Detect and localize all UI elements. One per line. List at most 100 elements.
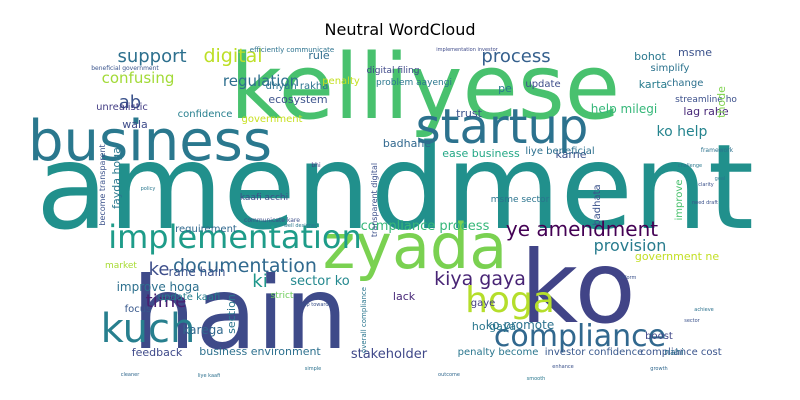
word-liye-kaafi: liye kaafi [198, 373, 221, 379]
word-implementation-investor: implementation investor [436, 47, 498, 53]
word-feedback: feedback [132, 346, 183, 359]
word-msme-sector: msme sector [491, 195, 550, 205]
word-documentation: documentation [173, 255, 317, 277]
word-streamline-ho: streamline ho [675, 95, 737, 105]
word-growth: growth [650, 366, 667, 372]
word-gaye: gaye [471, 298, 496, 309]
word-transparent-digital: transparent digital [370, 163, 379, 237]
word-efficiently-communicate: efficiently communicate [250, 46, 334, 54]
word-badhata: badhata [592, 184, 603, 225]
word-wala: wala [122, 118, 148, 131]
word-overall-compliance: overall compliance [360, 287, 368, 353]
word-karta: karta [639, 78, 668, 91]
word-beneficial-government: beneficial government [91, 65, 159, 72]
word-karega: karega [182, 323, 223, 337]
word-enhance: enhance [552, 364, 573, 370]
word-hoga: hoga [465, 280, 555, 321]
word-become-transparent: become transparent [98, 144, 107, 225]
word-karne: karne [556, 148, 587, 161]
word-pe: pe [498, 82, 512, 95]
word-strict: strict [271, 291, 294, 301]
word-goal: goal [715, 176, 726, 182]
word-kuch: kuch [101, 306, 196, 352]
word-support: support [117, 46, 186, 67]
word-lack: lack [393, 290, 416, 303]
word-digital: digital [203, 45, 262, 67]
word-time: time [146, 291, 187, 312]
word-section: section [225, 294, 238, 334]
word-process: process [481, 46, 550, 67]
word-improve: improve [674, 180, 685, 221]
word-focus: focus [125, 304, 152, 315]
word-bhi: bhi [311, 162, 321, 169]
word-problem-aayengi: problem aayengi [376, 78, 452, 88]
word-kaafi-acchi: kaafi acchi [240, 193, 288, 203]
word-badhane: badhane [383, 137, 431, 150]
word-penalty-become: penalty become [458, 347, 539, 358]
word-ease-business: ease business [442, 147, 520, 160]
word-ko: ko [520, 229, 636, 346]
word-business-environment: business environment [199, 345, 321, 358]
word-regulation: regulation [223, 72, 299, 90]
word-provision: provision [594, 236, 667, 255]
word-zyada: zyada [323, 210, 508, 283]
word-bohot: bohot [634, 50, 666, 63]
word-ye-amendment: ye amendment [506, 217, 658, 241]
word-sector: sector [684, 318, 700, 324]
word-sector-ko: sector ko [290, 274, 350, 289]
word-compliance: compliance [494, 319, 666, 354]
word-penalty: penalty [322, 76, 360, 87]
word-communicate-kare: communicate kare [244, 217, 300, 224]
word-update: update [525, 79, 560, 90]
word-simple: simple [305, 366, 322, 372]
word-stakeholder: stakeholder [351, 347, 428, 362]
word-improve-hoga: improve hoga [117, 280, 200, 294]
word-step-towards: step towards [299, 302, 332, 308]
word-confidence: confidence [178, 109, 233, 120]
word-market: market [105, 261, 137, 271]
word-boost: boost [645, 331, 673, 342]
word-reform: reform [620, 275, 637, 281]
word-lag-rahe: lag rahe [683, 105, 729, 118]
word-government: government [242, 114, 303, 125]
word-ko-promote: ko promote [486, 318, 554, 332]
word-trust: trust [456, 107, 483, 120]
word-ho-gaya: ho gaya [472, 320, 516, 333]
word-compliance-process: compliance process [361, 219, 490, 234]
word-amendment: amendment [36, 118, 754, 256]
word-nahi: nahi [664, 348, 683, 358]
word-liye-beneficial: liye beneficial [525, 146, 594, 157]
word-dhyan-rakha: dhyan rakha [266, 81, 329, 92]
word-well-designed: well designed [284, 223, 318, 229]
word-ecosystem: ecosystem [268, 93, 327, 106]
word-need-draft: need draft [692, 200, 718, 206]
word-change: change [667, 78, 704, 89]
chart-title: Neutral WordCloud [324, 20, 476, 39]
word-implementation: implementation [108, 218, 362, 256]
word-unrealistic: unrealistic [96, 102, 148, 113]
word-compliance-cost: compliance cost [640, 347, 721, 358]
word-clarity: clarity [698, 182, 714, 188]
word-fayda-hoga: fayda hoga [110, 147, 123, 209]
word-cleaner: cleaner [121, 372, 141, 378]
word-msme: msme [678, 46, 712, 59]
word-simplify: simplify [651, 63, 690, 74]
word-ki: ki [252, 271, 267, 292]
word-challenge: challenge [678, 163, 702, 169]
word-ke: ke [149, 259, 170, 280]
word-digital-filing: digital filing [367, 66, 420, 76]
word-rule: rule [308, 49, 330, 62]
word-update-kaafi: update kaafi [158, 292, 221, 303]
word-thode: thode [715, 86, 728, 118]
word-ab: ab [119, 92, 141, 113]
word-ko-help: ko help [657, 124, 708, 140]
word-startup: startup [416, 99, 589, 155]
word-government-ne: government ne [635, 250, 720, 263]
word-policy: policy [141, 186, 156, 192]
word-requirement: requirement [175, 224, 237, 235]
word-hain: hain [132, 255, 348, 372]
word-confusing: confusing [102, 69, 175, 87]
word-investor-confidence: investor confidence [545, 347, 643, 358]
word-kelliyese: kelliyese [230, 35, 620, 140]
word-rahe-hain: rahe hain [169, 265, 226, 279]
